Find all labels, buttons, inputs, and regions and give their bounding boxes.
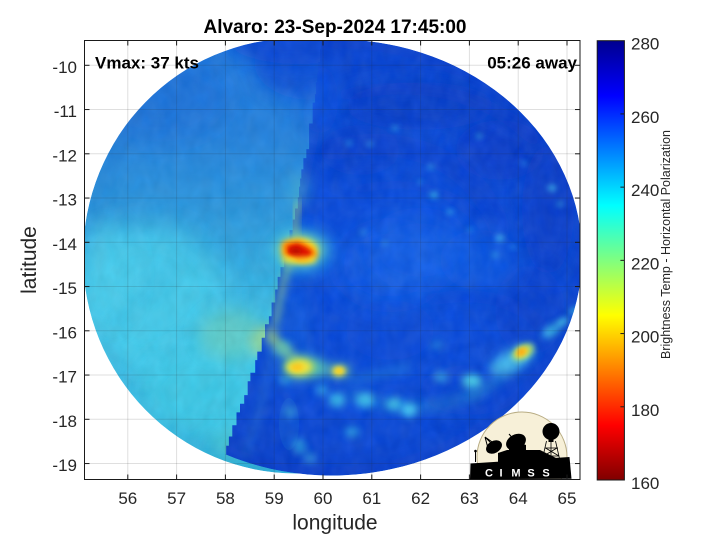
svg-text:58: 58: [216, 489, 235, 508]
svg-text:61: 61: [362, 489, 381, 508]
svg-text:latitude: latitude: [18, 226, 41, 294]
svg-text:56: 56: [118, 489, 137, 508]
svg-text:-18: -18: [52, 412, 77, 431]
svg-text:I: I: [499, 468, 502, 480]
svg-text:-11: -11: [54, 102, 77, 121]
svg-text:Alvaro: 23-Sep-2024 17:45:00: Alvaro: 23-Sep-2024 17:45:00: [204, 17, 467, 38]
svg-text:S: S: [527, 468, 534, 480]
svg-text:-14: -14: [52, 235, 77, 254]
svg-text:-15: -15: [52, 279, 77, 298]
svg-text:220: 220: [631, 254, 659, 273]
svg-text:M: M: [511, 468, 520, 480]
svg-text:longitude: longitude: [292, 512, 377, 535]
svg-text:65: 65: [558, 489, 577, 508]
svg-text:160: 160: [631, 474, 659, 493]
svg-text:63: 63: [460, 489, 479, 508]
svg-text:180: 180: [631, 401, 659, 420]
svg-text:64: 64: [509, 489, 528, 508]
svg-text:-19: -19: [52, 456, 77, 475]
svg-text:260: 260: [631, 108, 659, 127]
svg-text:-12: -12: [52, 146, 77, 165]
svg-text:280: 280: [631, 35, 659, 54]
svg-text:62: 62: [411, 489, 430, 508]
svg-text:05:26 away: 05:26 away: [487, 54, 577, 73]
svg-text:57: 57: [167, 489, 186, 508]
svg-text:Brightness Temp - Horizontal P: Brightness Temp - Horizontal Polarizatio…: [659, 130, 673, 359]
svg-text:200: 200: [631, 328, 659, 347]
svg-text:-16: -16: [52, 323, 77, 342]
svg-text:C: C: [485, 468, 493, 480]
svg-text:-10: -10: [52, 58, 77, 77]
svg-text:-17: -17: [52, 368, 77, 387]
svg-text:-13: -13: [52, 191, 77, 210]
svg-text:S: S: [542, 468, 549, 480]
svg-text:60: 60: [314, 489, 333, 508]
svg-text:240: 240: [631, 181, 659, 200]
svg-text:Vmax: 37 kts: Vmax: 37 kts: [95, 54, 199, 73]
svg-text:59: 59: [265, 489, 284, 508]
